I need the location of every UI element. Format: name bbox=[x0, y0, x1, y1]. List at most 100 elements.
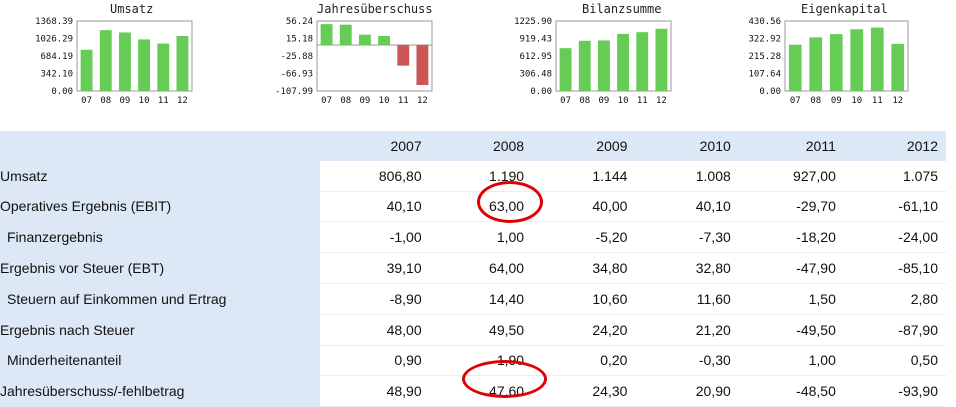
chart-bar bbox=[157, 43, 170, 91]
mini-chart-svg: 1368.39 1026.29 684.19 342.10 0.00 07 08 09 10 11… bbox=[35, 17, 193, 106]
table-cell: 21,20 bbox=[635, 314, 739, 346]
y-tick-label: -25.88 bbox=[280, 52, 313, 62]
table-row: Operatives Ergebnis (EBIT) 40,10 63,00 4… bbox=[0, 191, 946, 223]
mini-chart-jahresueberschuss: Jahresüberschuss 56.24 15.18 -25.88 -66.93 -… bbox=[235, 0, 465, 118]
y-tick-label: 215.28 bbox=[748, 52, 781, 62]
x-tick-label: 11 bbox=[158, 96, 169, 106]
y-tick-label: 612.95 bbox=[519, 52, 552, 62]
chart-frame bbox=[316, 20, 433, 92]
y-tick-label: 1225.90 bbox=[514, 17, 552, 27]
mini-chart-title: Eigenkapital bbox=[801, 2, 888, 16]
table-cell: -61,10 bbox=[843, 191, 946, 223]
table-cell: 48,00 bbox=[320, 314, 430, 346]
table-cell: -93,90 bbox=[843, 375, 946, 407]
table-header-row: 2007 2008 2009 2010 2011 2012 bbox=[0, 131, 946, 161]
y-tick-label: 342.10 bbox=[40, 70, 73, 80]
table-cell: 1,00 bbox=[429, 221, 533, 254]
chart-frame bbox=[555, 20, 672, 92]
financial-table-wrapper: 2007 2008 2009 2010 2011 2012 Umsatz 806… bbox=[0, 131, 946, 407]
chart-bar bbox=[416, 44, 429, 85]
x-tick-label: 11 bbox=[398, 96, 409, 106]
table-cell: 20,90 bbox=[635, 375, 739, 407]
financial-table: 2007 2008 2009 2010 2011 2012 Umsatz 806… bbox=[0, 131, 946, 407]
year-header: 2009 bbox=[532, 131, 636, 161]
y-tick-label: 306.48 bbox=[519, 70, 552, 80]
table-row: Steuern auf Einkommen und Ertrag -8,90 1… bbox=[0, 283, 946, 315]
chart-bar bbox=[636, 32, 649, 91]
y-tick-label: 0.00 bbox=[530, 87, 552, 97]
x-tick-label: 12 bbox=[656, 96, 667, 106]
y-tick-label: 430.56 bbox=[748, 17, 781, 27]
x-tick-label: 10 bbox=[618, 96, 629, 106]
chart-bar bbox=[176, 36, 189, 91]
table-cell: -0,30 bbox=[635, 345, 739, 377]
table-row: Finanzergebnis -1,00 1,00 -5,20 -7,30 -1… bbox=[0, 221, 946, 254]
x-tick-label: 09 bbox=[598, 96, 609, 106]
chart-bar bbox=[788, 44, 802, 91]
table-cell: 40,10 bbox=[320, 191, 430, 223]
y-tick-label: 1368.39 bbox=[35, 17, 73, 27]
chart-bar bbox=[870, 27, 884, 92]
table-cell: 14,40 bbox=[429, 283, 533, 315]
table-cell: -87,90 bbox=[843, 314, 946, 346]
x-tick-label: 09 bbox=[359, 96, 370, 106]
y-tick-label: 15.18 bbox=[286, 35, 313, 45]
y-tick-label: 0.00 bbox=[759, 87, 781, 97]
x-tick-label: 09 bbox=[119, 96, 130, 106]
chart-bar bbox=[559, 48, 572, 91]
table-cell: -1,90 bbox=[429, 345, 533, 377]
table-cell: 47,60 bbox=[429, 375, 533, 407]
table-cell: 40,00 bbox=[532, 191, 636, 223]
table-cell: 2,80 bbox=[843, 283, 946, 315]
table-row: Ergebnis nach Steuer 48,00 49,50 24,20 2… bbox=[0, 314, 946, 346]
table-cell: 927,00 bbox=[738, 160, 844, 192]
y-tick-label: -66.93 bbox=[280, 70, 313, 80]
row-label: Finanzergebnis bbox=[0, 221, 321, 253]
mini-chart-eigenkapital: Eigenkapital 430.56 322.92 215.28 107.64 0.0… bbox=[716, 0, 946, 118]
table-cell: 64,00 bbox=[429, 252, 533, 284]
table-cell: -29,70 bbox=[738, 191, 844, 223]
chart-bar bbox=[320, 24, 333, 45]
table-cell: 1,50 bbox=[738, 283, 844, 315]
y-tick-label: 107.64 bbox=[748, 70, 781, 80]
table-cell: -18,20 bbox=[738, 221, 844, 254]
row-label: Jahresüberschuss/-fehlbetrag bbox=[0, 375, 321, 407]
chart-bar bbox=[80, 49, 93, 91]
y-tick-label: 56.24 bbox=[286, 17, 313, 27]
chart-bar bbox=[617, 33, 630, 91]
x-tick-label: 10 bbox=[139, 96, 150, 106]
mini-chart-svg: 56.24 15.18 -25.88 -66.93 -107.99 07 08 09 10 11 1… bbox=[275, 17, 433, 106]
year-header: 2012 bbox=[843, 131, 946, 161]
mini-chart-title: Bilanzsumme bbox=[582, 2, 662, 16]
row-label: Ergebnis vor Steuer (EBT) bbox=[0, 252, 321, 284]
x-tick-label: 08 bbox=[579, 96, 590, 106]
table-cell: 0,50 bbox=[843, 345, 946, 377]
y-tick-label: 322.92 bbox=[748, 35, 781, 45]
table-cell: 48,90 bbox=[320, 375, 430, 407]
chart-bar bbox=[891, 43, 905, 91]
table-cell: -49,50 bbox=[738, 314, 844, 346]
y-tick-label: 919.43 bbox=[519, 35, 552, 45]
chart-frame bbox=[784, 20, 909, 92]
table-cell: 40,10 bbox=[635, 191, 739, 223]
chart-bar bbox=[378, 36, 391, 45]
chart-bar bbox=[99, 30, 112, 91]
mini-chart-title: Jahresüberschuss bbox=[317, 2, 433, 16]
table-cell: 34,80 bbox=[532, 252, 636, 284]
table-cell: 11,60 bbox=[635, 283, 739, 315]
x-tick-label: 10 bbox=[379, 96, 390, 106]
x-tick-label: 12 bbox=[177, 96, 188, 106]
row-label: Ergebnis nach Steuer bbox=[0, 314, 321, 346]
chart-bar bbox=[655, 28, 668, 91]
table-cell: 1.144 bbox=[532, 160, 636, 192]
table-row: Umsatz 806,80 1.190 1.144 1.008 927,00 1… bbox=[0, 160, 946, 192]
mini-chart-svg: 1225.90 919.43 612.95 306.48 0.00 07 08 09 10 11 1… bbox=[514, 17, 672, 106]
x-tick-label: 10 bbox=[851, 96, 862, 106]
year-header: 2010 bbox=[635, 131, 739, 161]
chart-bar bbox=[578, 40, 591, 91]
x-tick-label: 08 bbox=[100, 96, 111, 106]
y-tick-label: 1026.29 bbox=[35, 35, 73, 45]
x-tick-label: 09 bbox=[831, 96, 842, 106]
table-cell: -8,90 bbox=[320, 283, 430, 315]
table-cell: 0,90 bbox=[320, 345, 430, 377]
